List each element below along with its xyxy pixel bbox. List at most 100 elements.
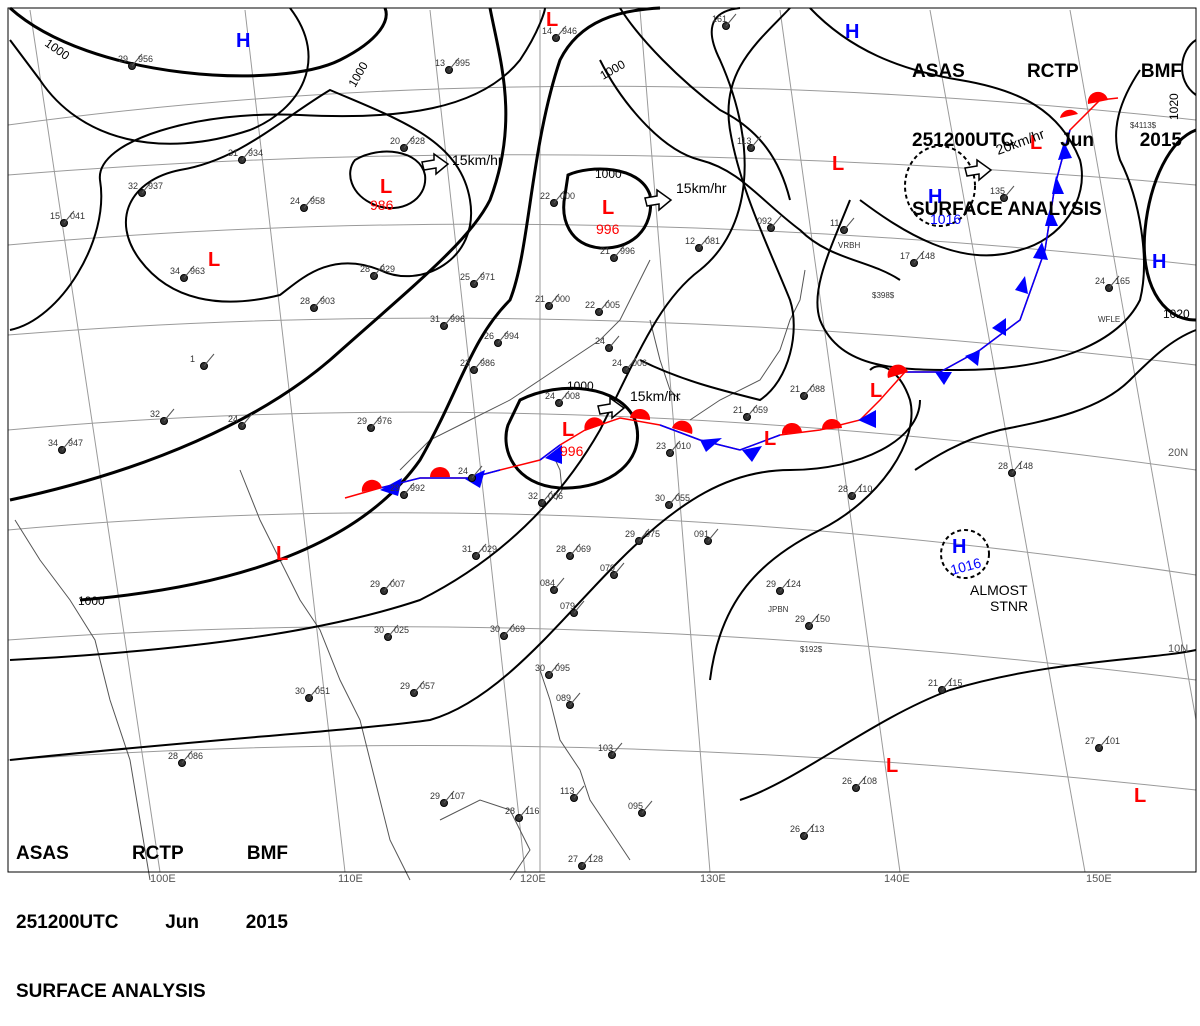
longitude-line bbox=[29, 9, 161, 873]
station-plot: 27 101 bbox=[1085, 735, 1120, 752]
station-temp: 29 bbox=[430, 791, 440, 801]
station-temp: 32 bbox=[528, 491, 538, 501]
station-temp: 30 bbox=[374, 625, 384, 635]
station-plot: 113 bbox=[737, 135, 762, 152]
longitude-label: 140E bbox=[884, 873, 910, 885]
station-temp: 26 bbox=[842, 776, 852, 786]
isobar bbox=[9, 7, 546, 331]
title-year: 2015 bbox=[1139, 130, 1182, 151]
station-temp: 22 bbox=[585, 300, 595, 310]
wind-barb bbox=[855, 775, 867, 789]
station-temp: 21 bbox=[535, 294, 545, 304]
wind-barb bbox=[373, 263, 385, 277]
isobar bbox=[639, 7, 795, 402]
isobar bbox=[809, 7, 1083, 257]
title-block-top: ASAS RCTP BMF 251200UTC Jun 2015 SURFACE… bbox=[912, 14, 1182, 244]
station-temp: 28 bbox=[838, 484, 848, 494]
station-temp: 15 bbox=[50, 211, 60, 221]
front-semicircle bbox=[361, 479, 382, 492]
wind-barb bbox=[1011, 460, 1023, 474]
wind-barb bbox=[387, 624, 399, 638]
isobar-1000-thick bbox=[79, 6, 661, 602]
station-plot: 28 148 bbox=[998, 460, 1033, 477]
title-year: 2015 bbox=[245, 912, 288, 933]
station-plot: 24 165 bbox=[1095, 275, 1130, 292]
station-code: $398$ bbox=[872, 291, 895, 300]
station-temp: 30 bbox=[295, 686, 305, 696]
station-temp: 24 bbox=[290, 196, 300, 206]
station-temp: 32 bbox=[150, 409, 160, 419]
station-pressure: 059 bbox=[753, 405, 768, 415]
station-temp: 21 bbox=[600, 246, 610, 256]
wind-barb bbox=[698, 235, 710, 249]
station-plot: 095 bbox=[628, 800, 653, 817]
station-pressure: 994 bbox=[504, 331, 519, 341]
front-semicircle bbox=[781, 422, 802, 434]
pressure-values: 1016 1016 986 996 996 bbox=[370, 197, 983, 578]
station-plot: 26 113 bbox=[790, 823, 824, 840]
station-temp: 095 bbox=[628, 801, 643, 811]
wind-barb bbox=[638, 528, 650, 542]
wind-barb bbox=[553, 190, 565, 204]
isobar bbox=[914, 329, 1197, 471]
station-plot: 14 946 bbox=[542, 25, 577, 42]
title-block-bottom: ASAS RCTP BMF 251200UTC Jun 2015 SURFACE… bbox=[16, 796, 288, 1026]
station-temp: 29 bbox=[625, 529, 635, 539]
isobar bbox=[124, 88, 473, 303]
wind-barb bbox=[598, 299, 610, 313]
title-line-2: 251200UTC Jun 2015 bbox=[912, 129, 1182, 152]
station-plot: 15 041 bbox=[50, 210, 85, 227]
front-triangle bbox=[965, 350, 980, 366]
isobar bbox=[349, 150, 427, 210]
station-pressure: 976 bbox=[377, 416, 392, 426]
station-temp: 24 bbox=[458, 466, 468, 476]
wind-barb bbox=[403, 482, 415, 496]
title-line-3: SURFACE ANALYSIS bbox=[912, 199, 1102, 220]
station-plot: 28 086 bbox=[168, 750, 203, 767]
low-center: L bbox=[276, 543, 288, 565]
wind-barb bbox=[803, 383, 815, 397]
wind-barb bbox=[473, 271, 485, 285]
station-plot: 30 055 bbox=[655, 492, 690, 509]
station-plot: 29 007 bbox=[370, 578, 405, 595]
wind-barb bbox=[448, 57, 460, 71]
station-plot: 32 006 bbox=[528, 490, 563, 507]
station-plot: 24 008 bbox=[545, 390, 580, 407]
low-center: L bbox=[870, 380, 882, 402]
station-plot: 17 148 bbox=[900, 250, 935, 267]
station-pressure: 107 bbox=[450, 791, 465, 801]
station-temp: 29 bbox=[390, 483, 400, 493]
longitude-line bbox=[1069, 9, 1197, 721]
pressure-centers: H H H H H L L L L L L L L L L L L bbox=[208, 9, 1166, 807]
wind-barb bbox=[611, 742, 623, 756]
station-pressure: 996 bbox=[450, 314, 465, 324]
station-plot: 26 108 bbox=[842, 775, 877, 792]
title-line-2: 251200UTC Jun 2015 bbox=[16, 911, 288, 934]
isobar bbox=[619, 7, 791, 201]
station-temp: 12 bbox=[685, 236, 695, 246]
station-plot: 29 057 bbox=[400, 680, 435, 697]
front-triangle bbox=[380, 478, 402, 496]
station-temp: 24 bbox=[612, 358, 622, 368]
station-plot: 135 bbox=[990, 185, 1015, 202]
title-line-3: SURFACE ANALYSIS bbox=[16, 981, 206, 1002]
wind-barb bbox=[548, 662, 560, 676]
warm-front-semicircles bbox=[361, 91, 1108, 492]
station-plot: 12 081 bbox=[685, 235, 720, 252]
station-plot: 25 971 bbox=[460, 271, 495, 288]
latitude-line bbox=[7, 411, 1197, 471]
isobar-label: 1000 bbox=[595, 167, 622, 181]
station-pressure: 075 bbox=[645, 529, 660, 539]
wind-barb bbox=[779, 578, 791, 592]
wind-barb bbox=[553, 577, 565, 591]
movement-label: 15km/hr bbox=[630, 388, 681, 404]
station-plot: 20 928 bbox=[390, 135, 425, 152]
coastline-philippines bbox=[539, 669, 631, 861]
longitude-label: 110E bbox=[338, 873, 363, 885]
station-pressure: 057 bbox=[420, 681, 435, 691]
title-line-1: ASAS RCTP BMF bbox=[16, 842, 288, 865]
station-pressure: 946 bbox=[562, 26, 577, 36]
station-plot: 24 bbox=[458, 465, 483, 482]
wind-barb bbox=[518, 805, 530, 819]
wind-barb bbox=[61, 437, 73, 451]
